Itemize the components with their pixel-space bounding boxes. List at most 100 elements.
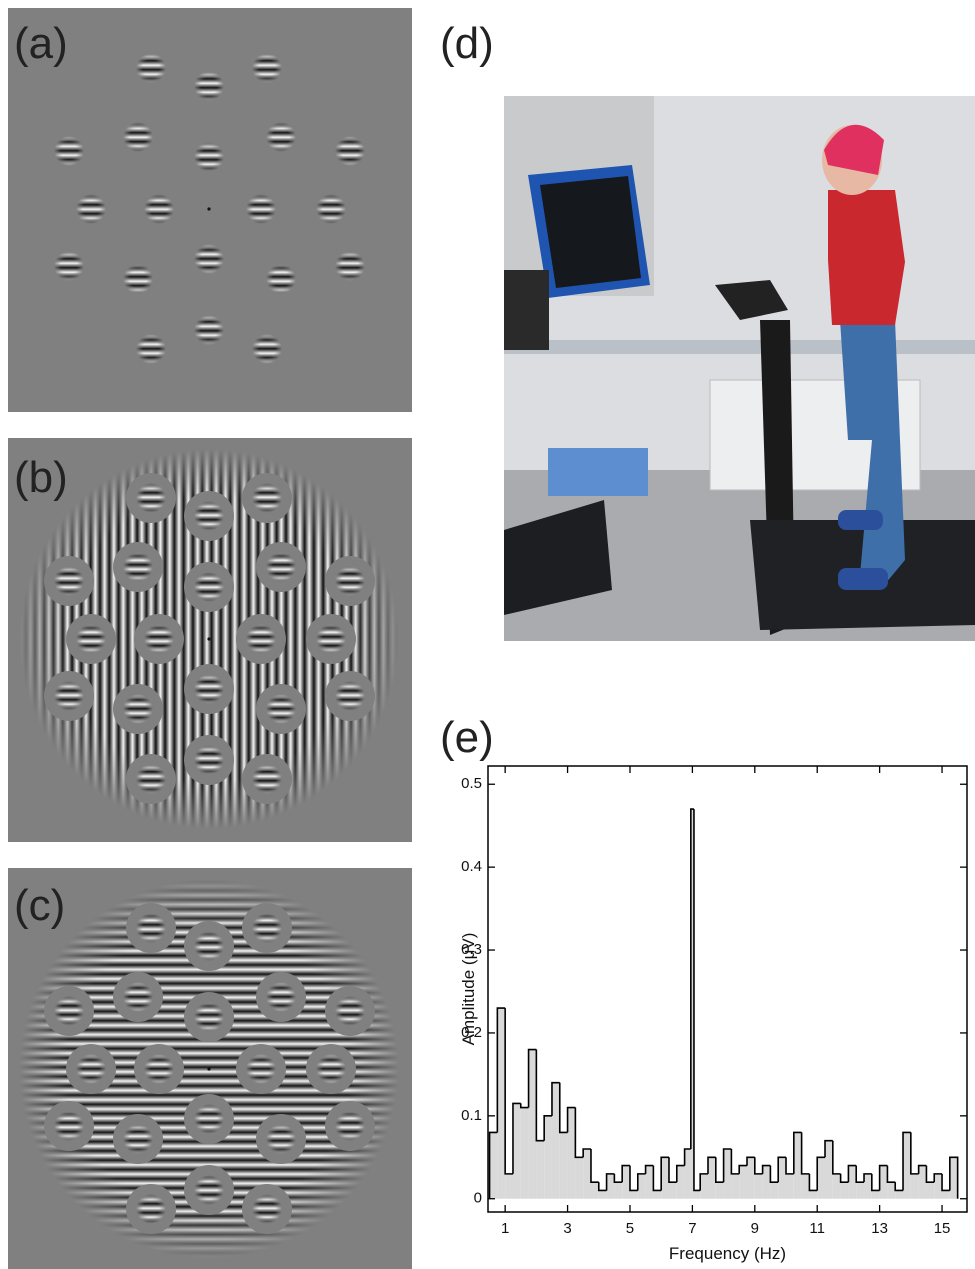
gabor-patch [54, 1111, 84, 1141]
gabor-patch [194, 572, 224, 602]
gabor-patch [194, 315, 224, 345]
bar [770, 1182, 779, 1199]
gabor-patch [136, 913, 166, 943]
bar [536, 1140, 545, 1199]
bar-outline [886, 1165, 896, 1183]
x-tick-label: 5 [626, 1220, 634, 1237]
y-tick-label: 0.5 [461, 775, 482, 792]
bar-outline [543, 1115, 552, 1141]
stimulus-panels [8, 8, 412, 1269]
y-tick-label: 0.3 [461, 941, 482, 958]
x-tick-label: 13 [871, 1220, 888, 1237]
photo-shelf [504, 340, 975, 354]
bar-outline [660, 1156, 669, 1191]
bar [567, 1107, 576, 1199]
x-tick-label: 3 [563, 1220, 571, 1237]
bar-outline [863, 1173, 872, 1183]
bar-outline [941, 1173, 950, 1192]
gabor-patch [123, 122, 153, 152]
bar [575, 1157, 584, 1199]
fixation-dot [207, 637, 211, 641]
bar [856, 1182, 865, 1199]
photo-eeg-cap [824, 124, 884, 175]
gabor-patch [335, 1111, 365, 1141]
bar-outline [917, 1164, 927, 1174]
bar [832, 1173, 841, 1199]
bar [848, 1165, 857, 1199]
bar-outline [785, 1157, 794, 1175]
bar-outline [644, 1164, 654, 1174]
bar-outline [816, 1156, 826, 1191]
bar-outline [761, 1164, 771, 1174]
bar [653, 1190, 662, 1199]
gabor-patch [316, 624, 346, 654]
gabor-patch [194, 244, 224, 274]
bar [762, 1165, 771, 1199]
gabor-patch [136, 334, 166, 364]
gabor-patch [76, 1054, 106, 1084]
bar [739, 1165, 748, 1199]
panel-label: (a) [14, 19, 68, 68]
gabor-patch [194, 674, 224, 704]
bar-outline [878, 1164, 888, 1191]
y-tick-label: 0.2 [461, 1024, 482, 1041]
gabor-patch [123, 264, 153, 294]
bar [918, 1165, 927, 1199]
bar-outline [683, 1148, 691, 1166]
gabor-patch [136, 764, 166, 794]
gabor-patch [123, 1124, 153, 1154]
gabor-patch [266, 122, 296, 152]
gabor-patch [266, 1124, 296, 1154]
gabor-patch [252, 334, 282, 364]
plot-frame [487, 765, 968, 1213]
bar [676, 1165, 685, 1199]
bar-outline [504, 1008, 513, 1175]
photo-treadmill-console [715, 280, 788, 320]
gabor-patch [54, 566, 84, 596]
bar [598, 1190, 607, 1199]
gabor-patch [246, 1054, 276, 1084]
bar-outline [793, 1131, 802, 1174]
bar [559, 1132, 568, 1199]
gabor-patch [266, 264, 296, 294]
bar [840, 1182, 849, 1199]
x-tick-label: 1 [501, 1220, 509, 1237]
bar-outline [512, 1102, 521, 1174]
gabor-patch [316, 1054, 346, 1084]
bar [614, 1182, 623, 1199]
bar-outline [855, 1165, 865, 1183]
fixation-dot [207, 1067, 211, 1071]
bar [700, 1173, 708, 1199]
gabor-patch [144, 194, 174, 224]
bar-outline [582, 1148, 591, 1158]
photo-amplifier [548, 448, 648, 496]
bar [731, 1173, 740, 1199]
gabor-patch [246, 194, 276, 224]
bar-outline [566, 1106, 576, 1133]
bar [505, 1173, 513, 1199]
y-tick-label: 0.1 [461, 1107, 482, 1124]
gabor-patch [194, 142, 224, 172]
bar-outline [535, 1049, 545, 1142]
bar [895, 1190, 904, 1199]
bar-outline [693, 809, 701, 1192]
bar [926, 1182, 935, 1199]
bar [707, 1157, 716, 1199]
bar [871, 1190, 880, 1199]
bar-outline [746, 1156, 755, 1166]
bar [817, 1157, 826, 1199]
bar [778, 1157, 787, 1199]
bar-outline [808, 1173, 818, 1192]
bar [864, 1173, 872, 1199]
bar-outline [871, 1173, 880, 1192]
bar-outline [754, 1157, 763, 1175]
gabor-patch [266, 552, 296, 582]
bar-outline [902, 1131, 911, 1191]
x-axis-label: Frequency (Hz) [669, 1244, 786, 1263]
bar [801, 1173, 810, 1199]
bar-outline [551, 1081, 560, 1116]
bar-outline [722, 1148, 732, 1183]
bar-outline [730, 1149, 740, 1175]
bar-outline [675, 1164, 685, 1183]
